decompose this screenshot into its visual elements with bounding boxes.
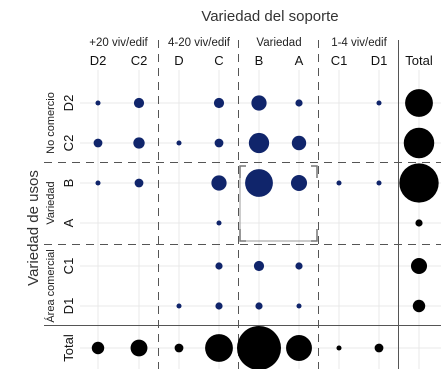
column-label: D2 <box>90 53 107 68</box>
total-bubble <box>336 345 342 351</box>
total-bubble <box>130 339 148 357</box>
bubble <box>290 174 308 192</box>
row-label: D1 <box>61 298 76 315</box>
bubble <box>291 135 307 151</box>
bubble <box>95 100 101 106</box>
column-label: C1 <box>331 53 348 68</box>
total-bubble <box>403 127 435 159</box>
bubble <box>216 220 222 226</box>
bubble <box>215 302 223 310</box>
column-label: A <box>295 53 304 68</box>
group-separators <box>44 40 441 369</box>
total-bubble <box>399 163 439 203</box>
total-bubble <box>415 219 423 227</box>
column-group-label: 4-20 viv/edif <box>168 37 231 49</box>
row-label: C1 <box>61 258 76 275</box>
column-group-label: +20 viv/edif <box>89 37 148 49</box>
row-label: A <box>61 218 76 227</box>
bubble <box>295 99 303 107</box>
y-axis-label: Variedad de usos <box>25 170 42 286</box>
total-bubble <box>237 326 281 369</box>
total-bubble <box>410 257 428 275</box>
bubble <box>215 262 223 270</box>
row-group-label: Variedad <box>45 181 57 224</box>
total-bubble <box>205 334 233 362</box>
row-label: Total <box>61 334 76 362</box>
column-label: D <box>174 53 183 68</box>
total-bubble <box>374 343 384 353</box>
row-group-label: Área comercial <box>44 249 57 322</box>
chart-title: Variedad del soporte <box>201 8 338 25</box>
highlight-corner <box>311 165 318 178</box>
highlight-box <box>239 165 318 242</box>
row-group-label: No comercio <box>45 92 57 154</box>
total-bubble <box>286 335 312 361</box>
highlight-corner <box>239 229 246 242</box>
row-label: B <box>61 179 76 188</box>
bubble <box>211 175 227 191</box>
column-labels: D2 C2 D C B A C1 D1 Total <box>90 53 433 68</box>
bubble <box>176 303 182 309</box>
highlight-corner <box>311 229 318 242</box>
column-group-label: 1-4 viv/edif <box>331 37 387 49</box>
row-group-labels: No comercio Variedad Área comercial <box>44 92 57 323</box>
bubble <box>214 138 224 148</box>
bubble <box>253 260 265 272</box>
row-labels: D2 C2 B A C1 D1 Total <box>61 95 76 362</box>
total-bubble <box>174 343 184 353</box>
bubble <box>295 262 303 270</box>
bubble <box>248 132 270 154</box>
total-bubble <box>91 341 105 355</box>
bubble <box>376 180 382 186</box>
gridlines <box>80 70 441 369</box>
bubble <box>255 302 263 310</box>
highlight-corner <box>239 165 246 178</box>
bubble <box>336 180 342 186</box>
column-label: C2 <box>131 53 148 68</box>
row-label: D2 <box>61 95 76 112</box>
bubble <box>134 178 144 188</box>
bubble <box>93 138 103 148</box>
bubble <box>176 140 182 146</box>
total-bubble <box>412 299 426 313</box>
column-label: C <box>214 53 223 68</box>
bubble <box>376 100 382 106</box>
column-label: B <box>255 53 264 68</box>
row-label: C2 <box>61 135 76 152</box>
bubble <box>213 97 225 109</box>
bubbles <box>91 89 439 369</box>
bubble <box>245 169 273 197</box>
bubble <box>251 95 267 111</box>
bubble <box>133 137 145 149</box>
column-label: Total <box>405 53 433 68</box>
bubble <box>95 180 101 186</box>
column-group-labels: +20 viv/edif 4-20 viv/edif Variedad 1-4 viv… <box>89 37 387 49</box>
bubble <box>296 303 302 309</box>
column-label: D1 <box>371 53 388 68</box>
column-group-label: Variedad <box>256 37 301 49</box>
bubble <box>133 97 145 109</box>
total-bubble <box>405 89 433 117</box>
